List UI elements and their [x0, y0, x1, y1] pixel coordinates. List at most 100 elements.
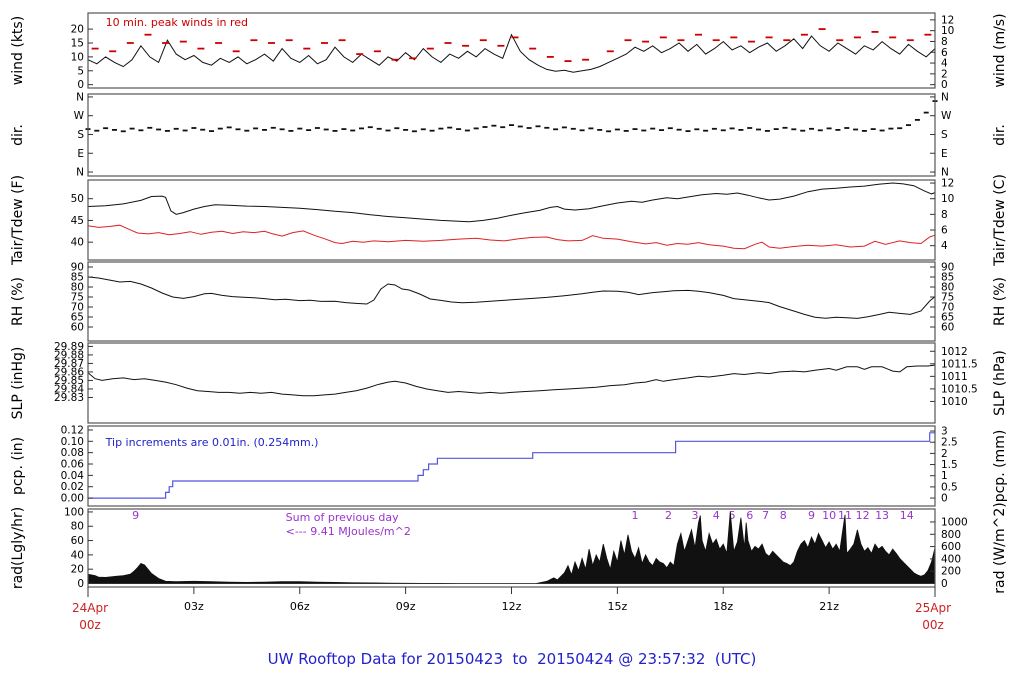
right-tick-label: 65 — [941, 312, 954, 324]
peak-wind-kts-mark — [444, 42, 452, 44]
wind-direction-deg-mark — [747, 127, 753, 129]
left-axis-radiation: 100 80 60 40 20 0 — [64, 506, 93, 590]
left-tick-label: 40 — [71, 549, 84, 561]
peak-wind-kts-mark — [391, 58, 399, 61]
wind-direction-deg-mark — [667, 127, 673, 130]
panel-annotation: <--- 9.41 MJoules/m^2 — [286, 525, 411, 538]
wind-direction-deg-mark — [844, 127, 850, 129]
left-axis-title-dir: dir. — [10, 124, 26, 146]
left-axis-precip: 0.120.100.080.060.040.020.00 — [61, 424, 93, 505]
wind-direction-deg-mark — [756, 128, 761, 131]
left-tick-label: 40 — [71, 237, 84, 249]
wind-direction-deg-mark — [897, 127, 903, 130]
rad-hour-marker-label: 14 — [900, 509, 914, 522]
wind-direction-deg-mark — [173, 127, 179, 130]
wind-direction-deg-mark — [606, 130, 612, 133]
wind-direction-deg-mark — [112, 129, 117, 131]
peak-wind-kts-mark — [712, 39, 720, 42]
rad-hour-markers: 91234567891011121314 — [132, 509, 914, 522]
wind-direction-deg-mark — [561, 126, 567, 129]
rad-hour-marker-label: 5 — [729, 509, 736, 522]
chart-title: UW Rooftop Data for 20150423 to 20150424… — [267, 650, 757, 668]
left-tick-label: 0.00 — [61, 493, 84, 505]
wind-direction-deg-mark — [120, 130, 126, 133]
time-tick-label: 21z — [819, 600, 839, 613]
left-tick-label: 29.87 — [54, 358, 84, 370]
right-tick-label: 1012 — [941, 346, 968, 358]
right-tick-label: 400 — [941, 553, 961, 565]
left-axis-title-pressure: SLP (inHg) — [10, 347, 26, 420]
wind-direction-deg-mark — [685, 130, 691, 132]
wind-direction-deg-mark — [861, 130, 867, 132]
wind-direction-deg-mark — [420, 128, 426, 131]
wind-direction-deg-mark — [526, 127, 532, 129]
peak-wind-kts-mark — [126, 42, 134, 44]
left-tick-label: 0.02 — [61, 481, 84, 493]
peak-wind-kts-mark — [818, 28, 826, 30]
peak-wind-kts-mark — [197, 47, 205, 50]
wind-direction-deg-mark — [394, 127, 400, 130]
left-axis-title-radiation: rad(Lgly/hr) — [10, 507, 26, 589]
peak-wind-kts-mark — [144, 33, 152, 36]
peak-wind-kts-mark — [356, 53, 364, 55]
panel-precip: 0.120.100.080.060.040.020.00 32.521.510.5… — [10, 424, 1008, 507]
wind-direction-deg-mark — [270, 126, 276, 129]
left-tick-label: 0.12 — [61, 424, 84, 436]
wind-direction-deg-mark — [720, 129, 726, 132]
wind-direction-deg-mark — [491, 124, 497, 127]
left-tick-label: E — [77, 148, 84, 160]
left-tick-label: 80 — [71, 521, 84, 533]
wind-direction-deg-mark — [738, 129, 744, 131]
wind-direction-deg-mark — [456, 128, 462, 130]
wind-direction-deg-mark — [403, 129, 409, 131]
wind-direction-deg-mark — [641, 129, 647, 132]
right-tick-label: N — [941, 167, 949, 179]
peak-wind-kts-mark — [853, 36, 861, 39]
peak-wind-kts-mark — [659, 36, 667, 39]
left-tick-label: N — [76, 91, 84, 103]
peak-wind-kts-mark — [748, 40, 755, 43]
left-tick-label: 0 — [77, 578, 84, 590]
wind-direction-deg-mark — [306, 129, 312, 131]
right-tick-label: 4 — [941, 240, 948, 252]
wind-direction-deg-mark — [544, 126, 550, 129]
wind-direction-deg-mark — [341, 128, 347, 130]
left-tick-label: 65 — [71, 312, 84, 324]
right-tick-label: E — [941, 148, 948, 160]
panel-radiation: 9123456789101112131410080604020010008006… — [10, 502, 1008, 593]
right-tick-label: 200 — [941, 566, 961, 578]
wind-direction-deg-mark — [244, 129, 250, 132]
right-tick-label: 1010.5 — [941, 383, 978, 395]
wind-direction-deg-mark — [870, 128, 876, 130]
peak-wind-kts-mark — [906, 39, 914, 42]
left-tick-label: 80 — [71, 282, 84, 294]
wind-direction-deg-mark — [217, 127, 223, 130]
rad-hour-marker-label: 9 — [132, 509, 139, 522]
wind-direction-deg-mark — [879, 129, 885, 132]
left-tick-label: 29.88 — [54, 349, 84, 361]
left-tick-label: 29.84 — [54, 383, 84, 395]
peak-wind-kts-mark — [695, 33, 702, 36]
wind-direction-deg-mark — [385, 129, 391, 132]
peak-wind-kts-mark — [426, 47, 434, 50]
right-tick-label: 6 — [941, 47, 948, 59]
left-tick-label: 0 — [77, 79, 84, 91]
wind-direction-deg-mark — [800, 129, 806, 132]
wind-direction-deg-mark — [906, 124, 911, 126]
peak-wind-kts-mark — [606, 50, 614, 53]
wind-direction-deg-mark — [438, 127, 444, 130]
peak-wind-kts-mark — [109, 50, 117, 53]
right-tick-label: 12 — [941, 14, 954, 26]
wind-direction-deg-mark — [323, 128, 329, 131]
end-time-label: 00z — [922, 618, 944, 632]
wind-direction-deg-mark — [623, 130, 629, 132]
peak-wind-kts-mark — [783, 39, 791, 42]
